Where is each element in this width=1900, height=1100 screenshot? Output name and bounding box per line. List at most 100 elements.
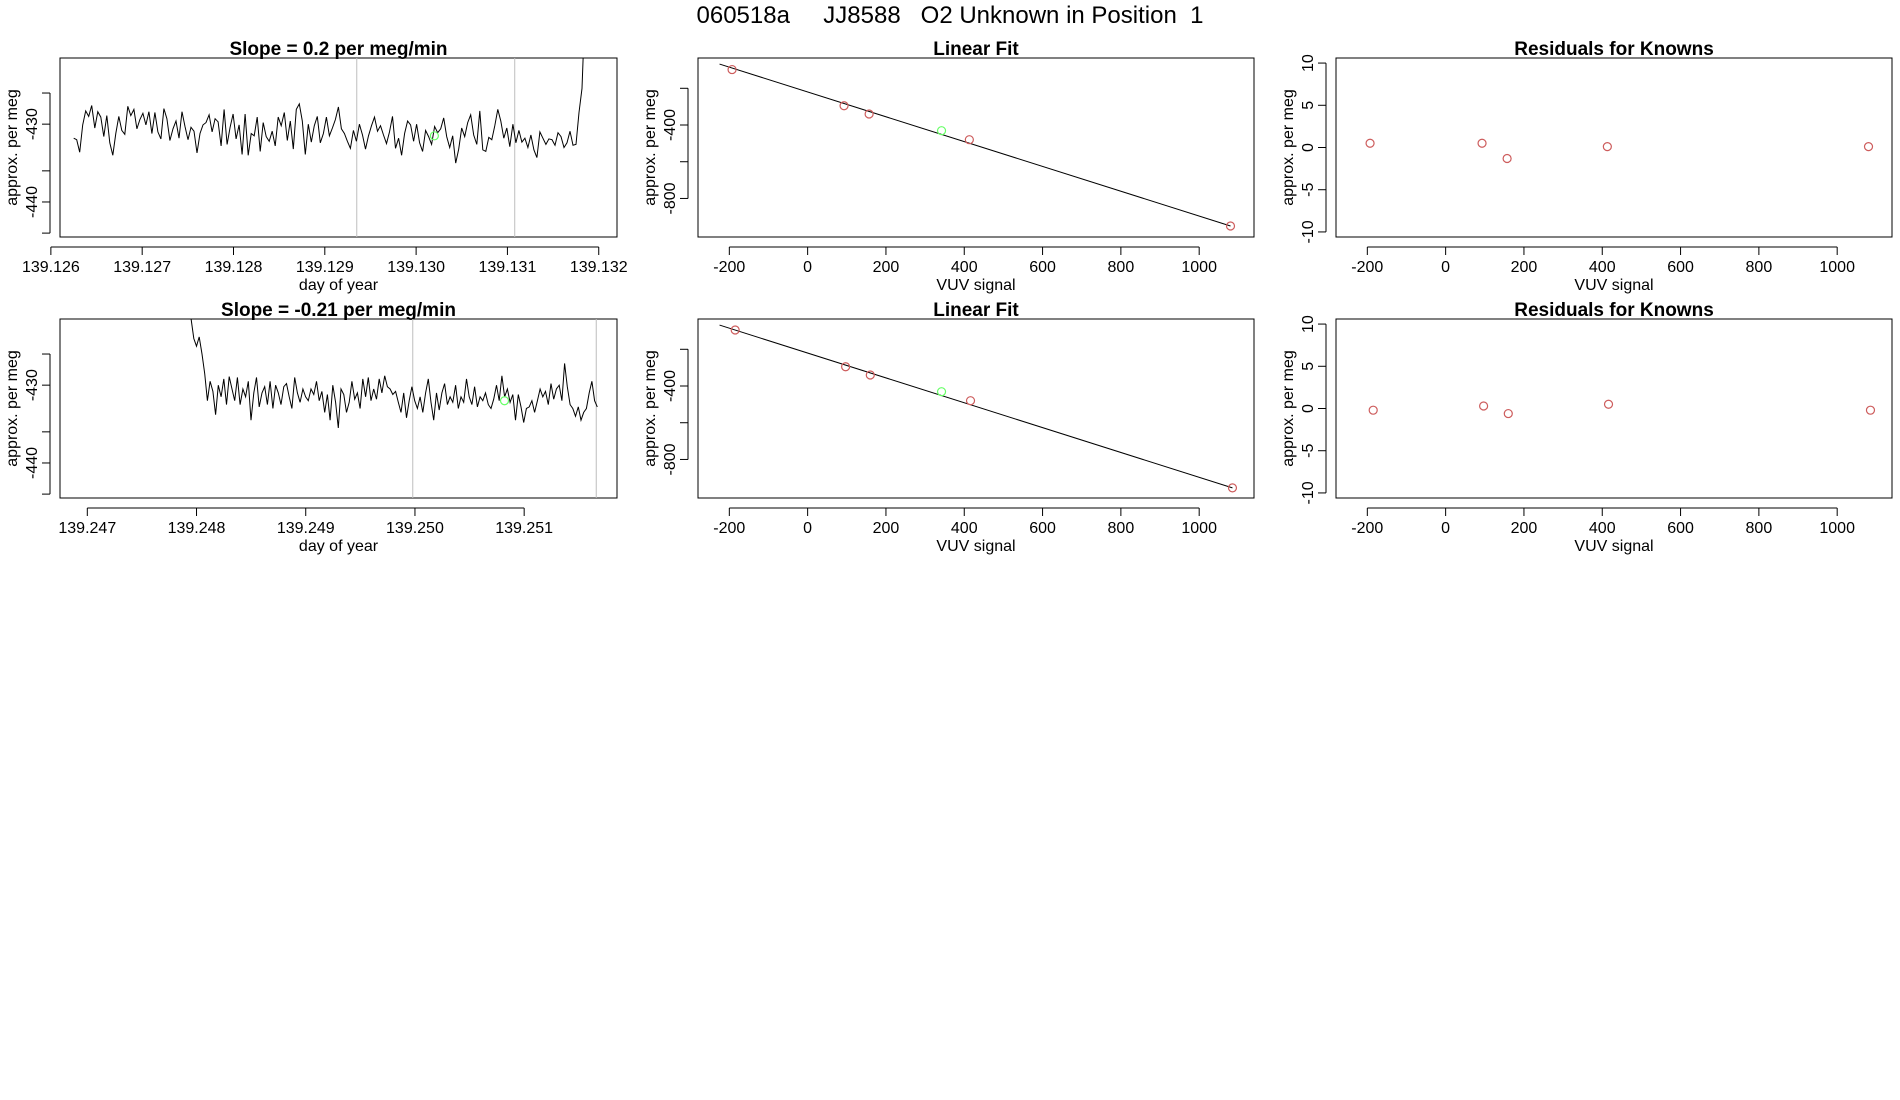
data-point — [965, 396, 976, 406]
data-point — [964, 135, 974, 145]
x-tick-label: 200 — [873, 259, 900, 276]
plot-area — [73, 58, 584, 237]
panel-fit1: Linear Fit -200 0 200 400 600 800 1000 VUV signa… — [642, 39, 1255, 294]
y-tick-label: 0 — [1300, 143, 1317, 152]
y-tick-label: 10 — [1300, 315, 1317, 333]
plot-frame — [59, 57, 618, 238]
x-tick-label: 400 — [1589, 520, 1616, 537]
plot-frame — [59, 318, 618, 499]
x-tick-label: 139.132 — [570, 259, 628, 276]
plot-frame — [1335, 318, 1893, 499]
x-tick-label: 600 — [1667, 520, 1694, 537]
plot-area — [719, 63, 1236, 231]
data-point — [841, 362, 851, 372]
x-tick-label: 139.251 — [495, 520, 553, 537]
y-axis-label: approx. per meg — [4, 350, 21, 467]
fit-line — [719, 63, 1231, 227]
y-tick-label: -800 — [662, 443, 679, 475]
plot-frame — [697, 57, 1255, 238]
x-tick-label: 400 — [1589, 259, 1616, 276]
y-tick-label: -800 — [662, 182, 679, 214]
y-tick-label: 5 — [1300, 101, 1317, 110]
y-tick-label: -400 — [662, 109, 679, 141]
plot-frame — [1335, 57, 1893, 238]
x-tick-label: 200 — [1511, 520, 1538, 537]
x-tick-label: 139.126 — [22, 259, 80, 276]
x-tick-label: 0 — [803, 259, 812, 276]
y-tick-label: -5 — [1300, 183, 1317, 197]
x-tick-label: 139.249 — [277, 520, 335, 537]
y-axis-label: approx. per meg — [642, 89, 659, 206]
y-tick-label: 10 — [1300, 54, 1317, 72]
plot-frame — [697, 318, 1255, 499]
x-tick-label: 200 — [873, 520, 900, 537]
plot-area — [1365, 138, 1874, 164]
x-tick-label: 1000 — [1819, 259, 1855, 276]
panel-fit2: Linear Fit -200 0 200 400 600 800 1000 VUV signa… — [642, 300, 1255, 555]
x-tick-label: 600 — [1667, 259, 1694, 276]
unknown-point — [429, 131, 439, 141]
unknown-point — [499, 396, 510, 406]
x-axis-label: day of year — [299, 277, 379, 294]
x-axis-label: VUV signal — [936, 277, 1015, 294]
x-tick-label: 800 — [1108, 520, 1135, 537]
data-point — [839, 101, 849, 111]
x-tick-label: 1000 — [1181, 520, 1217, 537]
panel-ts2: Slope = -0.21 per meg/min 139.247 139.248 1… — [4, 300, 618, 555]
x-tick-label: 139.127 — [113, 259, 171, 276]
series-line — [190, 319, 598, 429]
y-tick-label: -10 — [1300, 220, 1317, 243]
data-point — [1368, 405, 1378, 415]
x-tick-label: 139.248 — [168, 520, 226, 537]
x-axis-label: day of year — [299, 538, 379, 555]
y-tick-label: -400 — [662, 370, 679, 402]
panel-title: Residuals for Knowns — [1514, 300, 1714, 321]
data-point — [730, 325, 740, 335]
x-tick-label: 400 — [951, 259, 978, 276]
x-tick-label: 0 — [803, 520, 812, 537]
x-tick-label: 139.131 — [479, 259, 537, 276]
panel-ts1: Slope = 0.2 per meg/min 139.126 139.127 139… — [4, 39, 628, 294]
x-tick-label: 0 — [1441, 259, 1450, 276]
x-tick-label: 1000 — [1819, 520, 1855, 537]
x-tick-label: 800 — [1746, 259, 1773, 276]
plot-area — [190, 319, 598, 498]
y-axis-label: approx. per meg — [4, 89, 21, 206]
x-tick-label: 600 — [1029, 520, 1056, 537]
y-axis-label: approx. per meg — [1280, 350, 1297, 467]
fit-line — [719, 324, 1233, 489]
data-point — [1602, 142, 1612, 152]
panel-res1: Residuals for Knowns-200 0 200 400 600 800 100… — [1280, 39, 1893, 294]
x-tick-label: 139.130 — [387, 259, 445, 276]
unknown-point — [936, 126, 947, 136]
y-tick-label: 0 — [1300, 404, 1317, 413]
y-tick-label: 5 — [1300, 362, 1317, 371]
figure-title: 060518a JJ8588 O2 Unknown in Position 1 — [696, 2, 1204, 29]
panel-title: Slope = -0.21 per meg/min — [221, 300, 456, 321]
data-point — [1503, 408, 1513, 419]
y-tick-label: -5 — [1300, 444, 1317, 458]
x-tick-label: -200 — [1351, 259, 1383, 276]
y-tick-label: -430 — [24, 108, 41, 140]
x-tick-label: 400 — [951, 520, 978, 537]
plot-area — [1368, 399, 1876, 419]
x-tick-label: 200 — [1511, 259, 1538, 276]
data-point — [1502, 153, 1512, 164]
x-tick-label: 800 — [1746, 520, 1773, 537]
series-line — [73, 58, 584, 164]
data-point — [1225, 221, 1236, 231]
y-axis-label: approx. per meg — [1280, 89, 1297, 206]
data-point — [1365, 138, 1375, 148]
x-tick-label: 139.129 — [296, 259, 354, 276]
plot-area — [719, 324, 1238, 493]
x-tick-label: -200 — [713, 520, 745, 537]
unknown-point — [936, 387, 947, 397]
data-point — [1603, 399, 1614, 409]
x-tick-label: 800 — [1108, 259, 1135, 276]
y-tick-label: -440 — [24, 447, 41, 479]
x-tick-label: 0 — [1441, 520, 1450, 537]
data-point — [1479, 401, 1489, 411]
x-axis-label: VUV signal — [1574, 538, 1653, 555]
x-tick-label: 600 — [1029, 259, 1056, 276]
